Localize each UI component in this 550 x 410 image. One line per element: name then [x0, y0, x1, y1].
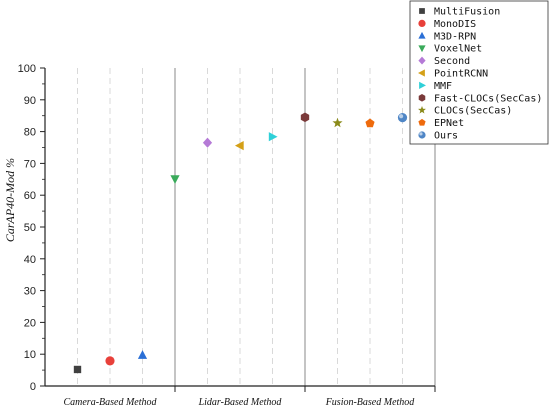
legend-label: MonoDIS — [434, 19, 476, 30]
y-tick-label: 40 — [24, 254, 36, 266]
y-tick-label: 20 — [24, 317, 36, 329]
y-tick-label: 80 — [24, 127, 36, 139]
group-labels: Camera-Based Method Lidar-Based Method Fus… — [63, 397, 415, 408]
x-axis-ticks — [174, 386, 436, 392]
legend-marker — [419, 8, 425, 14]
data-point — [268, 132, 278, 142]
data-points — [73, 112, 408, 374]
legend-marker — [418, 118, 426, 126]
y-tick-label: 60 — [24, 190, 36, 202]
legend-marker — [419, 81, 426, 89]
legend-label: Ours — [434, 131, 458, 142]
legend-marker — [418, 94, 426, 102]
legend-label: MMF — [434, 81, 452, 92]
data-point — [170, 175, 180, 185]
data-point — [105, 356, 115, 366]
data-point — [137, 350, 148, 359]
y-tick-label: 10 — [24, 349, 36, 361]
y-tick-label: 100 — [18, 63, 36, 75]
legend-label: MultiFusion — [434, 7, 500, 18]
y-axis-title: CarAP40-Mod % — [3, 158, 17, 242]
legend-marker — [418, 31, 426, 39]
data-point — [365, 118, 375, 128]
data-point-highlight — [399, 114, 404, 119]
group-label: Fusion-Based Method — [325, 397, 416, 408]
grid-lines — [77, 68, 436, 386]
legend-box — [409, 0, 549, 145]
group-label: Camera-Based Method — [63, 397, 157, 408]
y-axis-ticks: 0 10 20 30 40 50 60 70 80 90 100 — [18, 63, 45, 393]
data-point — [234, 140, 244, 151]
y-tick-label: 50 — [24, 222, 36, 234]
legend-label: EPNet — [434, 118, 464, 129]
legend-label: CLOCs(SecCas) — [434, 106, 512, 117]
data-point — [332, 117, 343, 128]
legend-marker — [418, 106, 426, 114]
legend-label: PointRCNN — [434, 69, 488, 80]
y-tick-label: 90 — [24, 95, 36, 107]
legend-marker — [418, 56, 426, 65]
legend-label: Second — [434, 56, 470, 67]
legend-label: VoxelNet — [434, 44, 482, 55]
data-point — [300, 112, 310, 123]
legend-marker-highlight — [419, 132, 423, 136]
group-label: Lidar-Based Method — [198, 397, 283, 408]
y-tick-label: 70 — [24, 158, 36, 170]
legend-marker — [418, 19, 426, 27]
data-point — [73, 365, 82, 374]
data-point — [202, 137, 213, 148]
legend-label: Fast-CLOCs(SecCas) — [434, 93, 542, 104]
legend-label: M3D-RPN — [434, 31, 476, 42]
legend-marker — [418, 69, 425, 77]
legend-marker — [418, 45, 426, 53]
y-tick-label: 0 — [30, 381, 36, 393]
y-tick-label: 30 — [24, 286, 36, 298]
